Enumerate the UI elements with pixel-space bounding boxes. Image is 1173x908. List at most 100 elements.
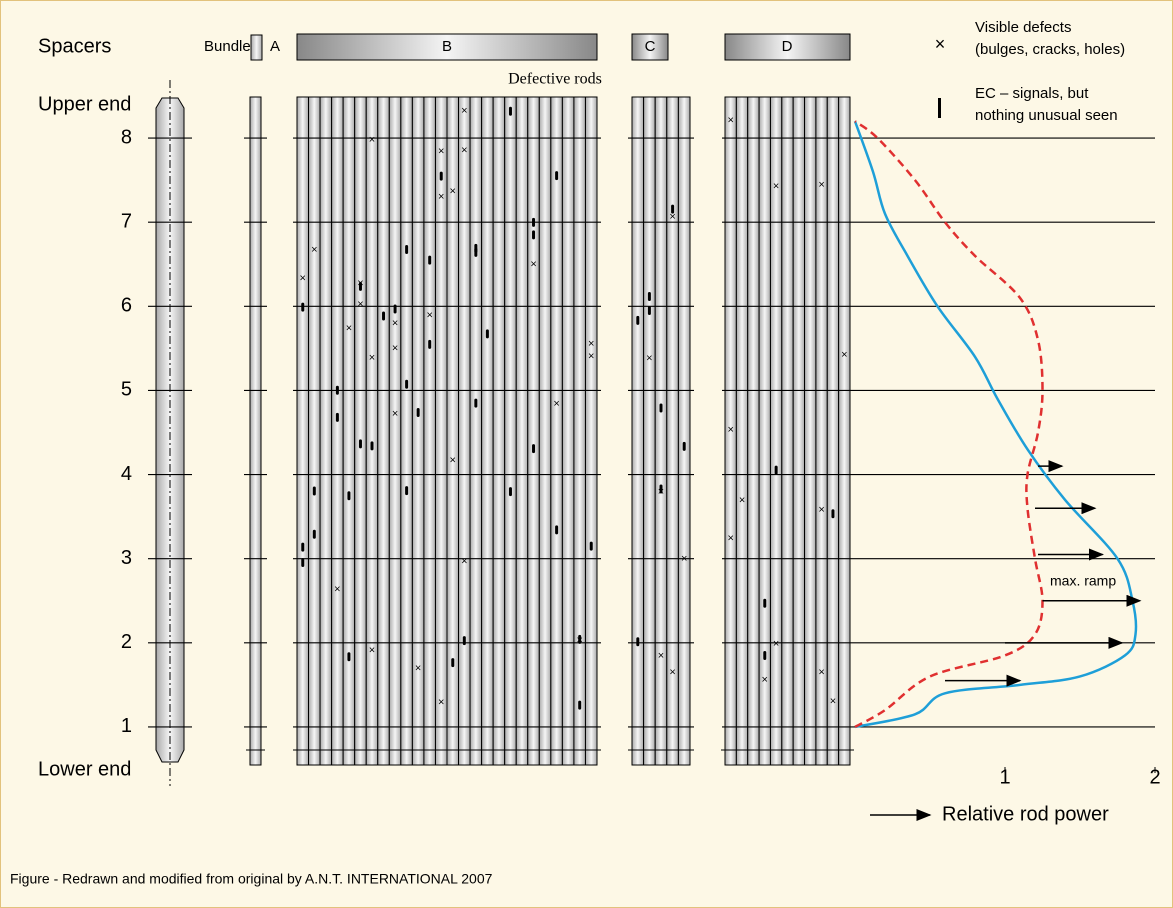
y-tick-label: 5: [121, 379, 132, 401]
legend-text: (bulges, cracks, holes): [975, 41, 1125, 58]
defect-mark: [336, 413, 339, 422]
rod: [309, 97, 321, 765]
y-tick-label: 4: [121, 463, 132, 485]
defect-mark: ×: [438, 146, 444, 158]
rod: [816, 97, 827, 765]
defect-mark: [428, 256, 431, 265]
defect-mark: [636, 316, 639, 325]
defect-mark: ×: [334, 583, 340, 595]
rod: [355, 97, 367, 765]
defect-mark: [648, 292, 651, 301]
legend-text: nothing unusual seen: [975, 107, 1118, 124]
bundle-name: B: [442, 38, 452, 55]
rod: [551, 97, 563, 765]
defect-mark: [763, 599, 766, 608]
rod: [562, 97, 574, 765]
defect-mark: ×: [727, 533, 733, 545]
defect-mark: ×: [588, 338, 594, 350]
defect-mark: ×: [438, 191, 444, 203]
rod: [539, 97, 551, 765]
x-axis-label: Relative rod power: [942, 803, 1109, 825]
rod: [505, 97, 517, 765]
defect-mark: ×: [300, 272, 306, 284]
defect-mark: ×: [357, 298, 363, 310]
defect-mark: [555, 525, 558, 534]
defect-mark: [301, 303, 304, 312]
defect-mark: ×: [658, 650, 664, 662]
bundle-name: D: [782, 38, 793, 55]
rod: [585, 97, 597, 765]
rod: [748, 97, 759, 765]
defect-mark: ×: [830, 695, 836, 707]
defect-mark: ×: [553, 398, 559, 410]
defect-mark: [775, 466, 778, 475]
rod: [332, 97, 344, 765]
rod: [320, 97, 332, 765]
y-tick-label: 2: [121, 631, 132, 653]
defect-mark: ×: [392, 342, 398, 354]
rod: [250, 97, 261, 765]
spacers-label: Spacers: [38, 35, 111, 57]
defect-mark: ×: [438, 697, 444, 709]
defect-mark: [405, 245, 408, 254]
footer: Figure - Redrawn and modified from origi…: [10, 871, 493, 887]
defect-mark: [417, 408, 420, 417]
rod: [378, 97, 390, 765]
rod: [793, 97, 804, 765]
rod: [366, 97, 378, 765]
upper-end-label: Upper end: [38, 93, 131, 115]
defect-mark: ×: [415, 663, 421, 675]
defect-mark: ×: [762, 674, 768, 686]
y-tick-label: 8: [121, 126, 132, 148]
defect-mark: [405, 486, 408, 495]
figure: ××××××××××××××××××××××××××××××××××××××××…: [0, 0, 1173, 908]
annotation: max. ramp: [1050, 573, 1116, 589]
rod: [389, 97, 401, 765]
rod: [782, 97, 793, 765]
rod: [516, 97, 528, 765]
defect-mark: [555, 171, 558, 180]
rod: [678, 97, 690, 765]
legend-text: EC – signals, but: [975, 85, 1089, 102]
rod: [343, 97, 355, 765]
defect-mark: [660, 403, 663, 412]
rod: [805, 97, 816, 765]
defect-mark: [683, 442, 686, 451]
rods: ××××××××××××××××××××××××××××××××××××××××…: [246, 97, 854, 765]
defect-mark: [440, 172, 443, 181]
defect-mark: ×: [669, 666, 675, 678]
defect-mark: ×: [461, 105, 467, 117]
lower-end-label: Lower end: [38, 758, 131, 780]
rod: [759, 97, 770, 765]
defect-mark: [831, 509, 834, 518]
bundle-name: C: [645, 38, 656, 55]
defect-mark: [371, 441, 374, 450]
defect-mark: [359, 282, 362, 291]
defect-mark: [463, 636, 466, 645]
rod: [459, 97, 471, 765]
y-tick-label: 7: [121, 210, 132, 232]
rod: [493, 97, 505, 765]
defect-mark: [532, 444, 535, 453]
defect-mark: ×: [818, 666, 824, 678]
defect-mark: [313, 530, 316, 539]
legend-symbol: ×: [935, 34, 946, 54]
defect-mark: ×: [461, 145, 467, 157]
rod: [827, 97, 838, 765]
defect-mark: ×: [841, 349, 847, 361]
rod: [644, 97, 656, 765]
defect-mark: [405, 380, 408, 389]
defect-mark: ×: [426, 309, 432, 321]
defect-mark: ×: [727, 424, 733, 436]
defect-mark: [486, 329, 489, 338]
defect-mark: [763, 651, 766, 660]
rod: [574, 97, 586, 765]
defect-mark: ×: [369, 352, 375, 364]
defect-mark: [636, 637, 639, 646]
rod: [482, 97, 494, 765]
defect-mark: [509, 487, 512, 496]
defect-mark: ×: [450, 455, 456, 467]
legend-text: Visible defects: [975, 19, 1071, 36]
defect-mark: [474, 248, 477, 257]
defect-mark: [347, 652, 350, 661]
